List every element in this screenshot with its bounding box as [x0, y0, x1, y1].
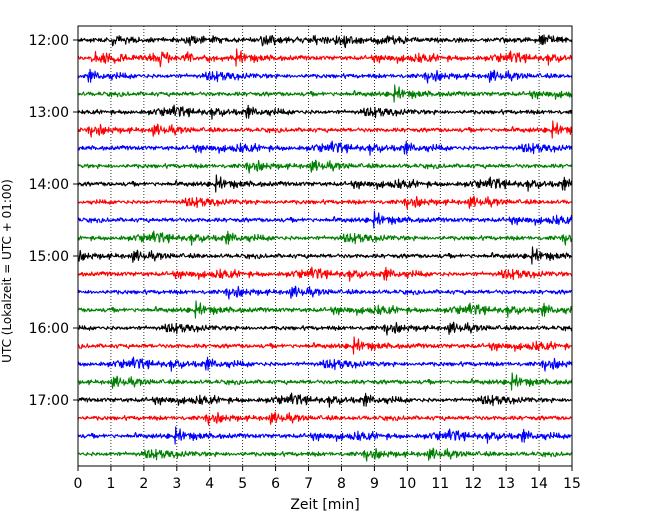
trace-1345 [77, 159, 573, 174]
x-axis-label: Zeit [min] [290, 497, 359, 513]
x-tick-label: 6 [271, 476, 280, 492]
trace-1415 [77, 195, 573, 210]
trace-1530 [77, 285, 573, 300]
trace-1500 [77, 246, 573, 265]
x-tick-label: 0 [74, 476, 83, 492]
trace-1200 [77, 34, 573, 49]
trace-1230 [77, 68, 573, 84]
trace-1400 [77, 174, 573, 193]
x-tick-label: 7 [304, 476, 313, 492]
trace-1700 [77, 392, 573, 408]
trace-1515 [77, 266, 573, 282]
trace-1645 [77, 372, 573, 391]
trace-1215 [77, 48, 573, 68]
x-tick-label: 2 [139, 476, 148, 492]
y-tick-label: 17:00 [29, 393, 69, 409]
trace-1315 [77, 120, 573, 139]
trace-1300 [77, 104, 573, 120]
trace-1630 [77, 356, 573, 372]
trace-1445 [77, 230, 573, 246]
trace-1545 [77, 300, 573, 319]
y-tick-label: 13:00 [29, 105, 69, 121]
x-tick-label: 15 [563, 476, 581, 492]
y-tick-label: 16:00 [29, 321, 69, 337]
trace-1330 [77, 140, 573, 156]
trace-1245 [77, 84, 573, 103]
y-tick-label: 14:00 [29, 177, 69, 193]
trace-1430 [77, 210, 573, 229]
x-axis: 0 1 2 3 4 5 6 7 8 9 10 11 12 13 14 15 [74, 466, 581, 492]
x-tick-label: 9 [370, 476, 379, 492]
trace-layer [77, 34, 573, 462]
trace-1715 [77, 411, 573, 426]
plot-frame [77, 25, 573, 467]
y-tick-label: 12:00 [29, 33, 69, 49]
x-tick-label: 14 [530, 476, 548, 492]
x-tick-label: 11 [431, 476, 449, 492]
x-tick-label: 13 [497, 476, 515, 492]
trace-1600 [77, 321, 573, 336]
x-tick-label: 4 [205, 476, 214, 492]
y-axis: 12:00 13:00 14:00 15:00 16:00 17:00 [29, 33, 78, 409]
x-tick-label: 1 [106, 476, 115, 492]
x-tick-label: 8 [337, 476, 346, 492]
x-tick-label: 10 [398, 476, 416, 492]
trace-1745 [77, 447, 573, 462]
grid-layer [110, 26, 540, 466]
y-tick-label: 15:00 [29, 249, 69, 265]
x-tick-label: 3 [172, 476, 181, 492]
y-axis-label: UTC (Lokalzeit = UTC + 01:00) [0, 179, 14, 363]
x-tick-label: 12 [464, 476, 482, 492]
x-tick-label: 5 [238, 476, 247, 492]
trace-1730 [77, 426, 573, 445]
trace-1615 [77, 336, 573, 355]
